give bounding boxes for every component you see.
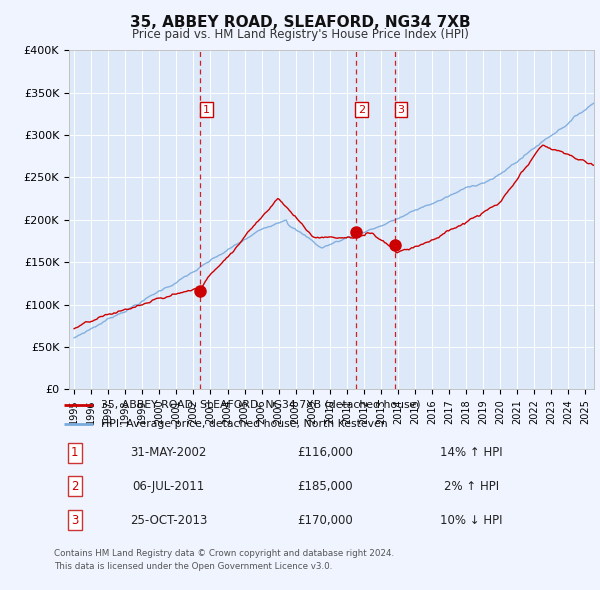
Text: £185,000: £185,000 bbox=[298, 480, 353, 493]
Text: This data is licensed under the Open Government Licence v3.0.: This data is licensed under the Open Gov… bbox=[54, 562, 332, 571]
Text: 35, ABBEY ROAD, SLEAFORD, NG34 7XB: 35, ABBEY ROAD, SLEAFORD, NG34 7XB bbox=[130, 15, 470, 30]
Text: 14% ↑ HPI: 14% ↑ HPI bbox=[440, 446, 503, 460]
Text: £170,000: £170,000 bbox=[298, 513, 353, 527]
Text: 3: 3 bbox=[71, 513, 79, 527]
Text: 1: 1 bbox=[71, 446, 79, 460]
Text: 10% ↓ HPI: 10% ↓ HPI bbox=[440, 513, 503, 527]
Text: 3: 3 bbox=[397, 104, 404, 114]
Text: 2: 2 bbox=[358, 104, 365, 114]
Text: 2% ↑ HPI: 2% ↑ HPI bbox=[444, 480, 499, 493]
Text: £116,000: £116,000 bbox=[298, 446, 353, 460]
Text: 1: 1 bbox=[203, 104, 210, 114]
Text: 06-JUL-2011: 06-JUL-2011 bbox=[133, 480, 205, 493]
Text: Price paid vs. HM Land Registry's House Price Index (HPI): Price paid vs. HM Land Registry's House … bbox=[131, 28, 469, 41]
Text: HPI: Average price, detached house, North Kesteven: HPI: Average price, detached house, Nort… bbox=[101, 419, 388, 429]
Text: 2: 2 bbox=[71, 480, 79, 493]
Text: 35, ABBEY ROAD, SLEAFORD, NG34 7XB (detached house): 35, ABBEY ROAD, SLEAFORD, NG34 7XB (deta… bbox=[101, 400, 421, 410]
Text: 25-OCT-2013: 25-OCT-2013 bbox=[130, 513, 208, 527]
Text: Contains HM Land Registry data © Crown copyright and database right 2024.: Contains HM Land Registry data © Crown c… bbox=[54, 549, 394, 558]
Text: 31-MAY-2002: 31-MAY-2002 bbox=[131, 446, 207, 460]
